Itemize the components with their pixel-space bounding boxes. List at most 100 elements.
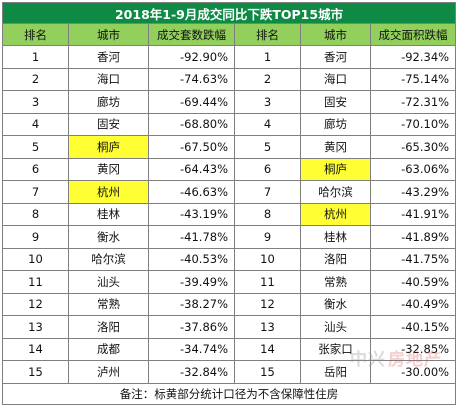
rank-cell-right: 6 xyxy=(234,157,301,181)
table-row: 10 哈尔滨 -40.53% 10 洛阳 -41.75% xyxy=(2,247,457,271)
value-cell-left: -40.53% xyxy=(148,247,235,271)
rank-cell-left: 1 xyxy=(2,45,69,69)
city-cell-right: 常熟 xyxy=(300,270,371,294)
rank-cell-left: 15 xyxy=(2,360,69,384)
header-row: 排名 城市 成交套数跌幅 排名 城市 成交面积跌幅 xyxy=(2,23,457,46)
city-cell-right: 廊坊 xyxy=(300,112,371,136)
city-cell-left: 洛阳 xyxy=(68,315,149,339)
city-cell-left: 杭州 xyxy=(68,180,149,204)
value-cell-left: -67.50% xyxy=(148,135,235,159)
rank-cell-right: 11 xyxy=(234,270,301,294)
rank-cell-left: 11 xyxy=(2,270,69,294)
value-cell-right: -72.31% xyxy=(369,90,457,114)
value-cell-right: -41.75% xyxy=(369,247,457,271)
value-cell-left: -68.80% xyxy=(148,112,235,136)
city-cell-right: 香河 xyxy=(300,45,371,69)
rank-cell-left: 6 xyxy=(2,157,69,181)
table-row: 7 杭州 -46.63% 7 哈尔滨 -43.29% xyxy=(2,180,457,204)
rank-cell-left: 2 xyxy=(2,67,69,91)
value-cell-left: -39.49% xyxy=(148,270,235,294)
city-cell-right: 桐庐 xyxy=(300,157,371,181)
header-city-right: 城市 xyxy=(300,23,371,46)
city-cell-right: 汕头 xyxy=(300,315,371,339)
value-cell-left: -92.90% xyxy=(148,45,235,69)
city-cell-left: 桂林 xyxy=(68,202,149,226)
value-cell-left: -43.19% xyxy=(148,202,235,226)
value-cell-right: -75.14% xyxy=(369,67,457,91)
value-cell-left: -34.74% xyxy=(148,337,235,361)
rank-cell-right: 7 xyxy=(234,180,301,204)
rank-cell-left: 14 xyxy=(2,337,69,361)
rank-cell-left: 5 xyxy=(2,135,69,159)
rank-cell-left: 8 xyxy=(2,202,69,226)
city-cell-left: 汕头 xyxy=(68,270,149,294)
header-city-left: 城市 xyxy=(68,23,149,46)
table-row: 5 桐庐 -67.50% 5 黄冈 -65.30% xyxy=(2,135,457,159)
city-cell-left: 香河 xyxy=(68,45,149,69)
value-cell-left: -74.63% xyxy=(148,67,235,91)
value-cell-left: -37.86% xyxy=(148,315,235,339)
city-cell-left: 常熟 xyxy=(68,292,149,316)
header-metric-left: 成交套数跌幅 xyxy=(148,23,235,46)
table-row: 6 黄冈 -64.43% 6 桐庐 -63.06% xyxy=(2,157,457,181)
rank-cell-right: 15 xyxy=(234,360,301,384)
rank-cell-left: 4 xyxy=(2,112,69,136)
value-cell-right: -92.34% xyxy=(369,45,457,69)
rank-cell-right: 14 xyxy=(234,337,301,361)
value-cell-right: -65.30% xyxy=(369,135,457,159)
value-cell-right: -32.85% xyxy=(369,337,457,361)
value-cell-left: -38.27% xyxy=(148,292,235,316)
value-cell-right: -70.10% xyxy=(369,112,457,136)
rank-cell-right: 13 xyxy=(234,315,301,339)
rank-cell-left: 12 xyxy=(2,292,69,316)
table-row: 13 洛阳 -37.86% 13 汕头 -40.15% xyxy=(2,315,457,339)
city-cell-right: 固安 xyxy=(300,90,371,114)
rank-cell-right: 5 xyxy=(234,135,301,159)
header-metric-right: 成交面积跌幅 xyxy=(369,23,457,46)
rank-cell-right: 9 xyxy=(234,225,301,249)
city-cell-left: 泸州 xyxy=(68,360,149,384)
city-cell-right: 桂林 xyxy=(300,225,371,249)
table-row: 15 泸州 -32.84% 15 岳阳 -30.00% xyxy=(2,360,457,384)
city-cell-right: 杭州 xyxy=(300,202,371,226)
rank-cell-left: 7 xyxy=(2,180,69,204)
city-cell-left: 成都 xyxy=(68,337,149,361)
table-row: 8 桂林 -43.19% 8 杭州 -41.91% xyxy=(2,202,457,226)
rank-cell-left: 9 xyxy=(2,225,69,249)
city-cell-left: 黄冈 xyxy=(68,157,149,181)
city-cell-left: 哈尔滨 xyxy=(68,247,149,271)
value-cell-right: -40.15% xyxy=(369,315,457,339)
value-cell-left: -41.78% xyxy=(148,225,235,249)
rank-cell-right: 8 xyxy=(234,202,301,226)
value-cell-left: -69.44% xyxy=(148,90,235,114)
value-cell-right: -41.89% xyxy=(369,225,457,249)
table-row: 11 汕头 -39.49% 11 常熟 -40.59% xyxy=(2,270,457,294)
city-cell-left: 廊坊 xyxy=(68,90,149,114)
value-cell-right: -63.06% xyxy=(369,157,457,181)
city-cell-left: 衡水 xyxy=(68,225,149,249)
rank-cell-right: 12 xyxy=(234,292,301,316)
rank-cell-right: 1 xyxy=(234,45,301,69)
header-rank-left: 排名 xyxy=(2,23,69,46)
value-cell-right: -43.29% xyxy=(369,180,457,204)
header-rank-right: 排名 xyxy=(234,23,301,46)
rank-cell-left: 3 xyxy=(2,90,69,114)
table-title: 2018年1-9月成交同比下跌TOP15城市 xyxy=(1,2,457,24)
table-row: 1 香河 -92.90% 1 香河 -92.34% xyxy=(2,45,457,69)
table-row: 4 固安 -68.80% 4 廊坊 -70.10% xyxy=(2,112,457,136)
rank-cell-right: 2 xyxy=(234,67,301,91)
city-cell-right: 洛阳 xyxy=(300,247,371,271)
city-cell-right: 哈尔滨 xyxy=(300,180,371,204)
city-cell-left: 海口 xyxy=(68,67,149,91)
value-cell-right: -40.49% xyxy=(369,292,457,316)
value-cell-left: -32.84% xyxy=(148,360,235,384)
table-row: 3 廊坊 -69.44% 3 固安 -72.31% xyxy=(2,90,457,114)
rank-cell-right: 4 xyxy=(234,112,301,136)
city-cell-left: 固安 xyxy=(68,112,149,136)
value-cell-right: -41.91% xyxy=(369,202,457,226)
rank-cell-right: 3 xyxy=(234,90,301,114)
city-cell-right: 衡水 xyxy=(300,292,371,316)
city-cell-right: 张家口 xyxy=(300,337,371,361)
footnote: 备注：标黄部分统计口径为不含保障性住房 xyxy=(1,382,457,405)
